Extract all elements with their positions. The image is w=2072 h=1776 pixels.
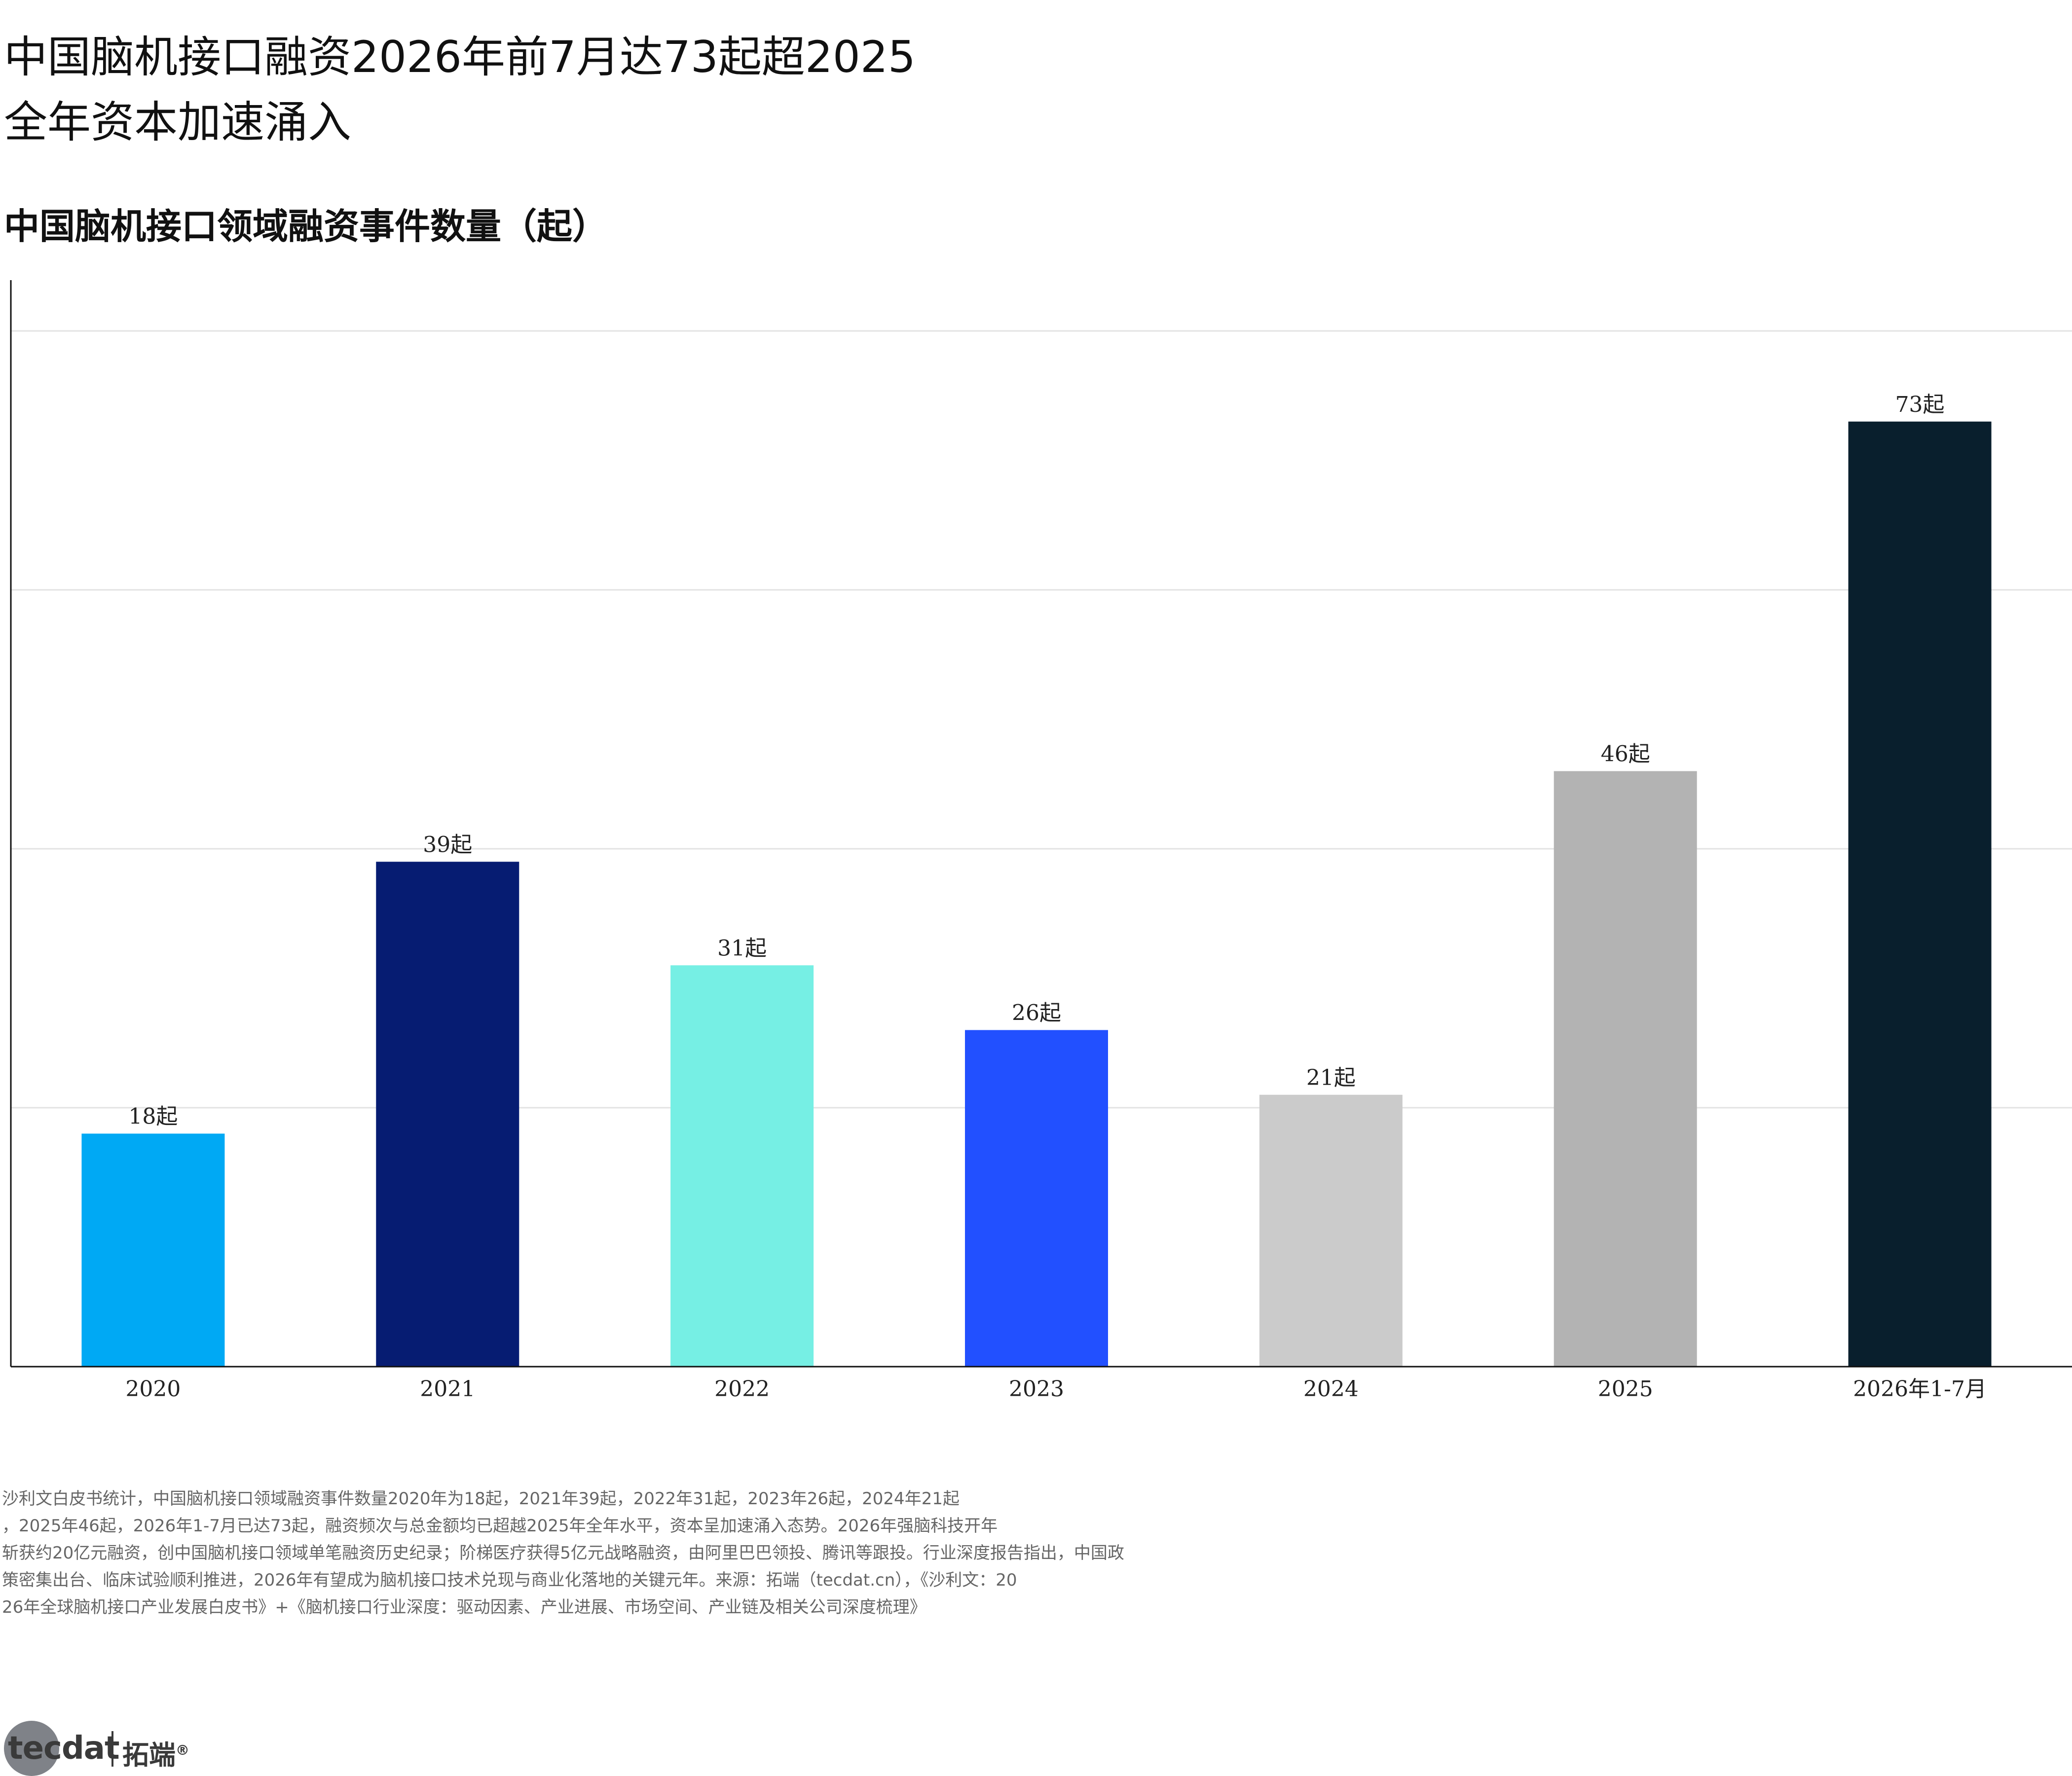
bar-value-label: 26起 [1012, 1001, 1061, 1026]
logo-cn-text: 拓端® [122, 1733, 189, 1772]
logo-circle [4, 1721, 59, 1776]
note-line: 斩获约20亿元融资，创中国脑机接口领域单笔融资历史纪录；阶梯医疗获得5亿元战略融… [2, 1543, 1124, 1563]
registered-mark: ® [176, 1742, 189, 1758]
note-line: 26年全球脑机接口产业发展白皮书》+《脑机接口行业深度：驱动因素、产业进展、市场… [2, 1597, 926, 1617]
note-line: 沙利文白皮书统计，中国脑机接口领域融资事件数量2020年为18起，2021年39… [2, 1489, 960, 1509]
x-tick-label: 2023 [1009, 1377, 1064, 1402]
x-tick-label: 2024 [1303, 1377, 1359, 1402]
bar-value-label: 21起 [1306, 1065, 1356, 1090]
bar-value-label: 31起 [717, 936, 767, 961]
data-labels: 18起 39起 31起 26起 21起 46起 73起 [128, 392, 1944, 1129]
bar-value-label: 39起 [423, 832, 472, 857]
x-tick-label: 2026年1-7月 [1853, 1377, 1987, 1402]
bar-5 [1554, 771, 1697, 1367]
tecdat-logo: tecdat 拓端® [4, 1721, 189, 1776]
logo-cn-label: 拓端 [122, 1740, 176, 1771]
x-tick-label: 2021 [420, 1377, 475, 1402]
bar-3 [965, 1030, 1108, 1367]
bar-value-label: 46起 [1601, 742, 1650, 767]
source-note: 沙利文白皮书统计，中国脑机接口领域融资事件数量2020年为18起，2021年39… [2, 1486, 1285, 1621]
bar-6 [1848, 421, 1992, 1367]
bar-1 [376, 862, 519, 1367]
chart-title-line-1: 中国脑机接口融资2026年前7月达73起超2025 [4, 32, 916, 82]
chart-title-line-2: 全年资本加速涌入 [4, 97, 352, 147]
chart-subtitle: 中国脑机接口领域融资事件数量（起） [4, 206, 608, 247]
note-line: ，2025年46起，2026年1-7月已达73起，融资频次与总金额均已超越202… [2, 1516, 998, 1536]
x-tick-label: 2022 [714, 1377, 770, 1402]
x-tick-label: 2020 [125, 1377, 181, 1402]
bars [81, 421, 1992, 1367]
bar-value-label: 73起 [1895, 392, 1945, 417]
chart-title: 中国脑机接口融资2026年前7月达73起超2025 全年资本加速涌入 [4, 25, 916, 155]
note-line: 策密集出台、临床试验顺利推进，2026年有望成为脑机接口技术兑现与商业化落地的关… [2, 1570, 1017, 1590]
bar-value-label: 18起 [128, 1104, 178, 1129]
logo-text: tecdat [8, 1730, 120, 1767]
gridlines [11, 330, 2072, 1109]
bar-2 [670, 965, 814, 1367]
x-tick-label: 2025 [1598, 1377, 1653, 1402]
x-tick-labels: 2020 2021 2022 2023 2024 2025 2026年1-7月 [125, 1377, 1987, 1402]
bar-4 [1259, 1094, 1403, 1367]
logo-divider [111, 1731, 113, 1767]
bar-0 [81, 1133, 225, 1367]
